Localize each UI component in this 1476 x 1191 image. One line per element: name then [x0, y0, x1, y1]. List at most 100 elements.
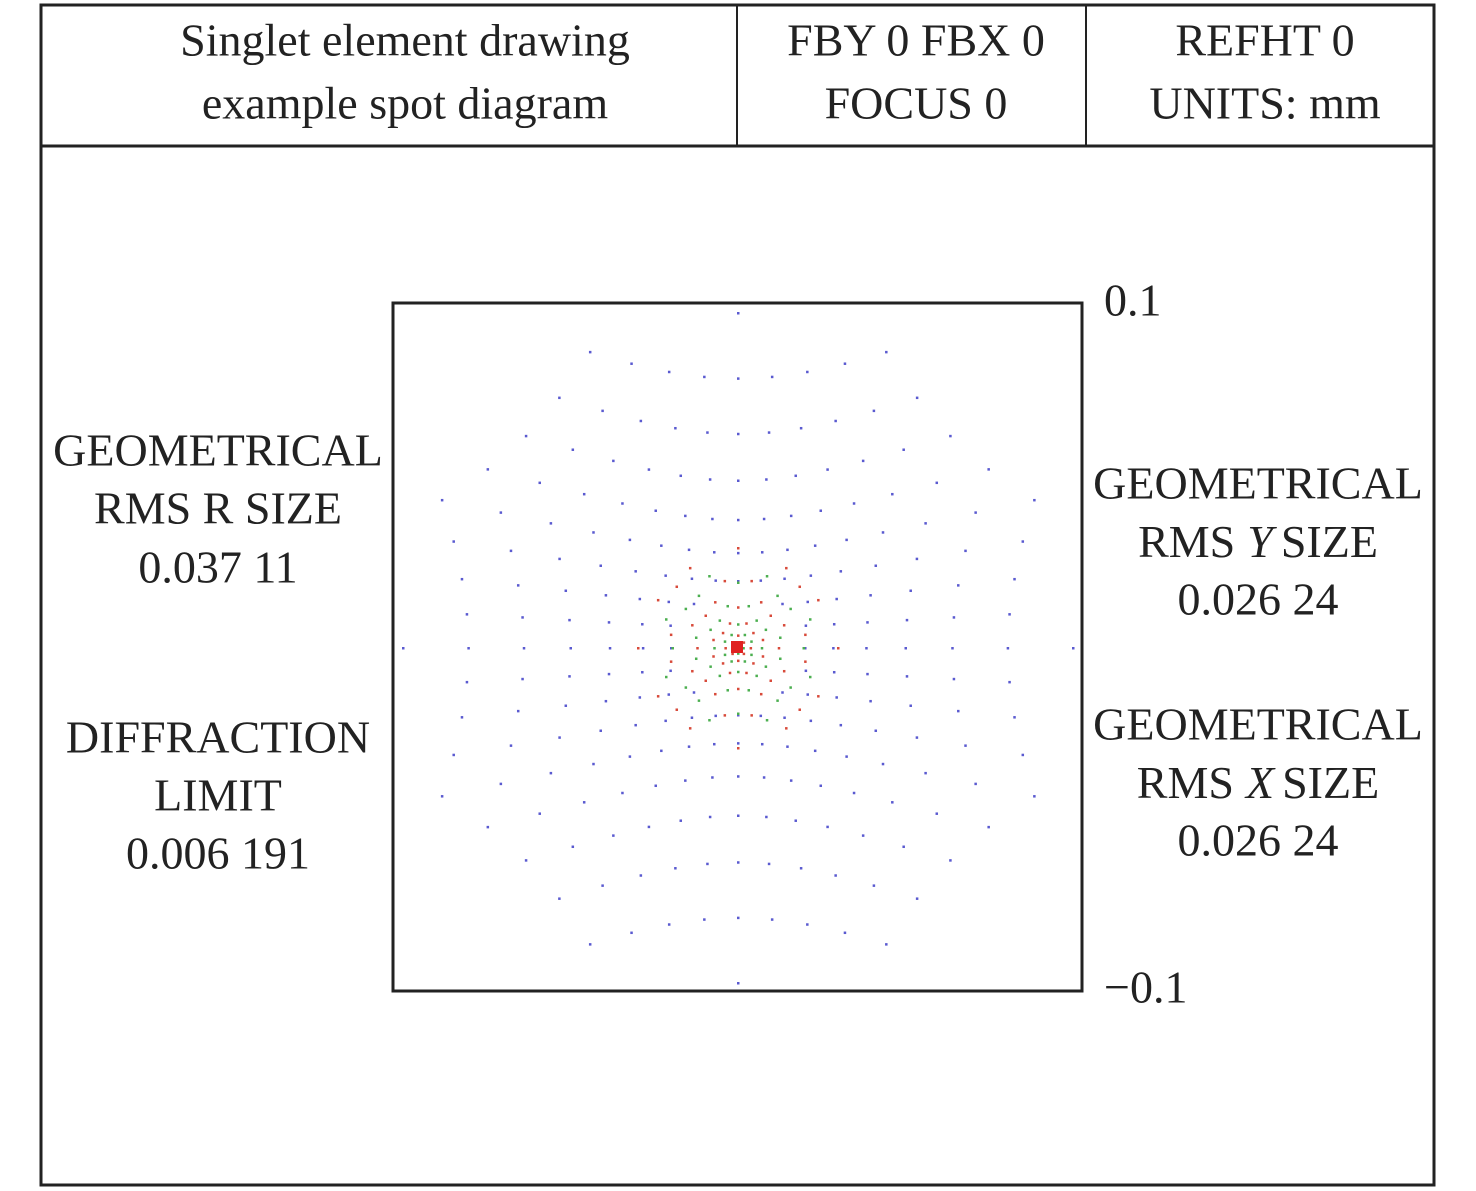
spot: [737, 377, 740, 380]
spot: [1006, 647, 1010, 650]
spot: [522, 647, 526, 650]
spot: [1033, 795, 1036, 798]
spot: [745, 622, 748, 625]
spot: [737, 747, 740, 750]
spot: [759, 714, 763, 718]
spot: [881, 762, 885, 766]
spot: [654, 509, 657, 512]
spot: [789, 686, 792, 689]
spot: [750, 714, 753, 717]
spot: [607, 672, 611, 676]
spot: [737, 670, 740, 674]
spot: [765, 815, 768, 819]
spot: [904, 647, 907, 650]
spot: [770, 918, 774, 921]
spot: [834, 874, 837, 877]
spot: [712, 655, 715, 658]
spot: [675, 585, 679, 589]
spot: [564, 589, 568, 593]
spot: [549, 522, 553, 525]
spot: [765, 575, 769, 578]
spot: [789, 779, 793, 782]
spot: [634, 723, 637, 727]
spot: [745, 671, 748, 675]
spot: [704, 679, 707, 682]
spot: [783, 716, 786, 719]
spot: [647, 825, 651, 829]
spot: [656, 695, 660, 698]
spot: [667, 600, 671, 604]
spot: [724, 647, 727, 650]
spot: [951, 647, 954, 650]
spot: [764, 628, 768, 632]
spot: [687, 745, 691, 748]
spot: [714, 714, 717, 718]
spot: [713, 647, 716, 650]
spot: [761, 655, 765, 658]
spot: [516, 584, 520, 587]
spot: [902, 448, 905, 451]
spot: [549, 771, 553, 775]
spot: [592, 762, 595, 766]
spot: [737, 581, 740, 584]
spot: [737, 652, 740, 655]
spot: [639, 419, 643, 423]
spot: [737, 606, 740, 609]
spot: [704, 614, 707, 617]
spot: [703, 375, 706, 379]
spot: [709, 628, 712, 632]
spot: [713, 742, 716, 746]
spot: [809, 574, 813, 577]
spot: [499, 511, 503, 514]
spot: [538, 481, 541, 485]
spot: [789, 607, 792, 611]
spot: [684, 779, 687, 782]
spot: [817, 695, 820, 698]
spot: [588, 350, 592, 354]
spot: [813, 544, 817, 547]
spot: [987, 825, 990, 829]
spot: [564, 704, 568, 707]
field: FBY 0 FBX 0: [787, 15, 1045, 66]
spot: [708, 815, 712, 819]
right-label: RMS Y SIZE: [1138, 516, 1378, 567]
spot: [558, 736, 561, 739]
spot: [952, 616, 956, 619]
spot: [670, 647, 673, 650]
spot: [799, 867, 803, 870]
spot: [1021, 540, 1025, 543]
spot: [713, 551, 716, 554]
spot: [794, 474, 797, 478]
left-label: RMS R SIZE: [94, 483, 342, 534]
spot: [759, 692, 763, 696]
spot: [924, 771, 927, 775]
title: Singlet element drawing: [180, 15, 630, 66]
spot: [1013, 577, 1016, 581]
spot: [1072, 647, 1075, 650]
spot: [669, 624, 672, 627]
spot: [742, 641, 746, 644]
spot: [664, 719, 667, 723]
reference: UNITS: mm: [1149, 78, 1381, 129]
spot: [558, 396, 561, 400]
spot: [769, 614, 772, 617]
spot: [694, 636, 698, 639]
spot: [486, 468, 490, 471]
spot: [647, 468, 651, 471]
spot: [834, 419, 837, 423]
spot: [641, 670, 644, 674]
spot: [604, 699, 608, 703]
spot: [521, 616, 524, 619]
spot: [915, 396, 919, 400]
spot: [509, 549, 513, 553]
spot: [826, 825, 829, 829]
spot: [460, 577, 464, 581]
scale-label: 0.1: [1104, 275, 1162, 326]
spot: [728, 622, 732, 625]
right-label: RMS: [1138, 516, 1235, 567]
spot: [817, 598, 820, 602]
spot: [1013, 716, 1016, 719]
spot: [761, 638, 765, 642]
spot: [690, 577, 694, 581]
